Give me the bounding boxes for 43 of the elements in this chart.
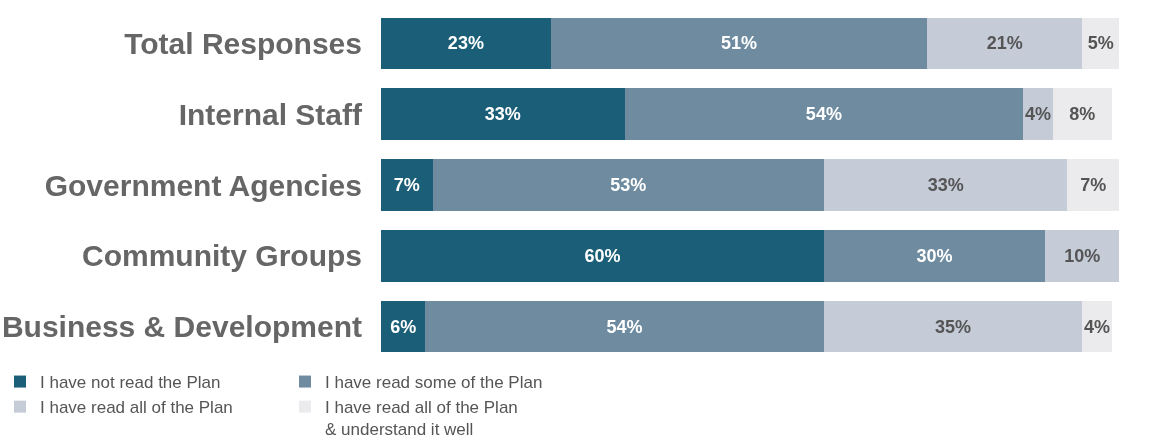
y-tick-label: Total Responses (124, 26, 362, 60)
data-label: 4% (1024, 104, 1051, 125)
bar (1052, 88, 1112, 141)
data-label: 21% (986, 33, 1023, 54)
bar (432, 159, 824, 211)
data-label: 60% (584, 245, 621, 266)
bar (823, 229, 1046, 282)
bar (425, 300, 824, 353)
bar (381, 17, 551, 70)
data-label: 8% (1069, 104, 1096, 125)
data-label: 4% (1084, 316, 1111, 337)
data-label: 33% (484, 104, 521, 125)
data-label: 6% (390, 316, 417, 337)
data-label: 35% (935, 316, 972, 337)
data-label: 54% (805, 104, 842, 125)
data-label: 51% (720, 33, 758, 54)
bar (1067, 159, 1120, 211)
y-tick-label: Internal Staff (178, 97, 363, 131)
data-label: 53% (610, 175, 647, 195)
bar (1045, 229, 1120, 282)
y-tick-label: Community Groups (81, 239, 362, 273)
bar (823, 300, 1083, 353)
data-label: 5% (1087, 33, 1114, 54)
legend-label: I have read all of the Plan (40, 398, 233, 418)
bar (550, 17, 928, 70)
data-label: 54% (606, 316, 643, 337)
y-tick-label: Government Agencies (44, 168, 362, 202)
data-label: 7% (1080, 175, 1107, 195)
bar (823, 159, 1068, 211)
bar (381, 159, 433, 211)
data-label: 7% (393, 175, 420, 195)
legend-label: I have read all of the Plan & understand it well (325, 398, 518, 440)
bar (927, 17, 1083, 70)
legend-label: I have read some of the Plan (325, 373, 543, 393)
bar (624, 88, 1024, 141)
data-label: 23% (447, 33, 484, 54)
data-label: 10% (1064, 245, 1101, 266)
y-tick-label: Business & Development (1, 310, 362, 344)
bar (381, 229, 824, 282)
data-label: 30% (916, 245, 953, 266)
legend-label: I have not read the Plan (40, 373, 221, 393)
data-label: 33% (927, 175, 964, 195)
bar (381, 88, 625, 141)
